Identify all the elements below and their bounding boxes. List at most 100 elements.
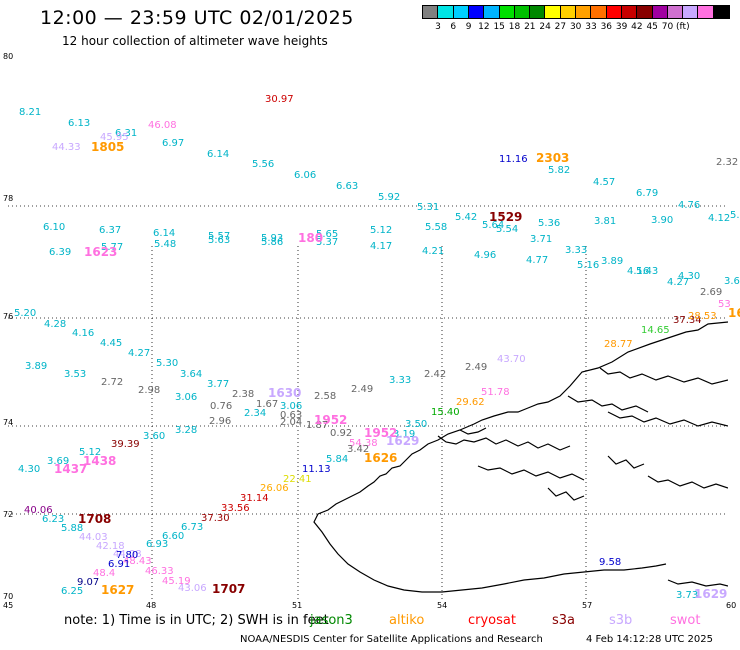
pass-time-label: 2303 — [536, 151, 570, 165]
wave-height-value: 45.19 — [162, 576, 191, 587]
wave-height-value: 28.53 — [688, 311, 717, 322]
satellite-legend-item: jason3 — [310, 613, 353, 628]
color-scale-label: 70 — [661, 22, 674, 32]
satellite-legend-item: cryosat — [468, 613, 516, 628]
wave-height-value: 44.03 — [79, 532, 108, 543]
color-scale-label: 6 — [450, 22, 457, 32]
latitude-label: 76 — [3, 312, 14, 321]
wave-height-value: 6.37 — [99, 225, 122, 236]
wave-height-value: 4.12 — [708, 213, 731, 224]
latitude-label: 80 — [3, 52, 14, 61]
pass-time-label: 1707 — [212, 582, 246, 596]
wave-height-value: 5.56 — [252, 159, 275, 170]
wave-height-value: 37.34 — [673, 315, 702, 326]
wave-height-value: 4.17 — [370, 241, 393, 252]
wave-height-value: 1.67 — [256, 399, 279, 410]
wave-height-value: 0.63 — [280, 410, 303, 421]
wave-height-value: 9.58 — [599, 557, 622, 568]
wave-height-value: 15.40 — [431, 407, 460, 418]
color-scale-label: 24 — [539, 22, 551, 32]
note-text: note: 1) Time is in UTC; 2) SWH is in fe… — [64, 613, 329, 628]
pass-time-label: 1805 — [91, 140, 125, 154]
pass-time-label: 1708 — [78, 512, 112, 526]
wave-height-value: 22.41 — [283, 474, 312, 485]
wave-height-value: 6.73 — [181, 522, 204, 533]
color-scale-label: (ft) — [676, 22, 690, 32]
wave-height-value: 43.70 — [497, 354, 526, 365]
wave-height-value: 4.28 — [44, 319, 67, 330]
longitude-label: 54 — [437, 601, 448, 610]
wave-height-value: 4.76 — [678, 200, 701, 211]
wave-height-value: 5.12 — [370, 225, 393, 236]
wave-height-value: 2.42 — [424, 369, 447, 380]
wave-height-value: 6.93 — [146, 539, 169, 550]
wave-height-value: 5.31 — [417, 202, 440, 213]
latitude-label: 74 — [3, 418, 14, 427]
wave-height-value: 28.77 — [604, 339, 633, 350]
longitude-label: 60 — [726, 601, 737, 610]
pass-time-label: 1952 — [364, 426, 398, 440]
wave-height-value: 2.38 — [232, 389, 255, 400]
wave-height-value: 29.62 — [456, 397, 485, 408]
wave-height-value: 14.65 — [641, 325, 670, 336]
wave-height-value: 4.45 — [100, 338, 123, 349]
wave-height-value: 5.92 — [378, 192, 401, 203]
wave-height-value: 5.77 — [101, 242, 124, 253]
wave-height-value: 31.14 — [240, 493, 269, 504]
wave-height-value: 40.06 — [24, 505, 53, 516]
wave-height-value: 6.97 — [162, 138, 185, 149]
footer-timestamp: 4 Feb 14:12:28 UTC 2025 — [586, 634, 713, 645]
wave-height-value: 4.27 — [667, 277, 690, 288]
wave-height-value: 3.33 — [389, 375, 412, 386]
wave-height-value: 46.33 — [145, 566, 174, 577]
wave-height-value: 2.49 — [351, 384, 374, 395]
wave-height-value: 3.89 — [601, 256, 624, 267]
wave-height-value: 4.30 — [18, 464, 41, 475]
color-scale-label: 12 — [478, 22, 490, 32]
wave-height-value: 3.06 — [280, 401, 303, 412]
wave-height-value: 6.23 — [42, 514, 65, 525]
wave-height-value: 5.30 — [730, 210, 740, 221]
wave-height-value: 3.69 — [47, 456, 70, 467]
page-title: 12:00 — 23:59 UTC 02/01/2025 — [40, 7, 354, 29]
wave-height-value: 51.78 — [481, 387, 510, 398]
satellite-legend-item: s3b — [609, 613, 633, 628]
wave-height-value: 3.81 — [594, 216, 617, 227]
wave-height-value: 2.72 — [101, 377, 124, 388]
wave-height-value: 3.28 — [175, 425, 198, 436]
wave-height-value: 3.89 — [25, 361, 48, 372]
pass-time-label: 1630 — [268, 386, 302, 400]
pass-time-label: 16 — [728, 306, 740, 320]
wave-height-value: 6.14 — [153, 228, 176, 239]
wave-height-value: 11.13 — [302, 464, 331, 475]
wave-height-value: 3.64 — [180, 369, 203, 380]
color-scale-label: 21 — [524, 22, 536, 32]
color-scale-label: 33 — [585, 22, 597, 32]
wave-height-value: 43.06 — [178, 583, 207, 594]
pass-time-label: 1529 — [489, 210, 523, 224]
wave-height-value: 48.43 — [123, 556, 152, 567]
wave-height-value: 3.06 — [175, 392, 198, 403]
latitude-label: 70 — [3, 592, 14, 601]
pass-time-label: 180 — [298, 231, 324, 245]
longitude-label: 57 — [582, 601, 593, 610]
wave-height-value: 2.04 — [280, 417, 303, 428]
wave-height-value: 3.19 — [393, 429, 416, 440]
wave-height-value: 39.39 — [111, 439, 140, 450]
wave-height-value: 5.64 — [482, 220, 505, 231]
color-scale-label: 15 — [493, 22, 505, 32]
color-scale-label: 42 — [631, 22, 643, 32]
wave-height-value: 2.58 — [314, 391, 337, 402]
wave-height-value: 3.90 — [651, 215, 674, 226]
longitude-label: 51 — [292, 601, 303, 610]
wave-height-value: 5.20 — [14, 308, 37, 319]
wave-height-value: 44.08 — [113, 549, 142, 560]
wave-height-value: 6.06 — [294, 170, 317, 181]
page-subtitle: 12 hour collection of altimeter wave hei… — [62, 34, 328, 48]
wave-height-value: 3.33 — [565, 245, 588, 256]
wave-height-value: 5.48 — [154, 239, 177, 250]
wave-height-value: 6.14 — [207, 149, 230, 160]
wave-height-value: 5.84 — [326, 454, 349, 465]
satellite-legend-item: s3a — [552, 613, 576, 628]
wave-height-value: 3.50 — [405, 419, 428, 430]
